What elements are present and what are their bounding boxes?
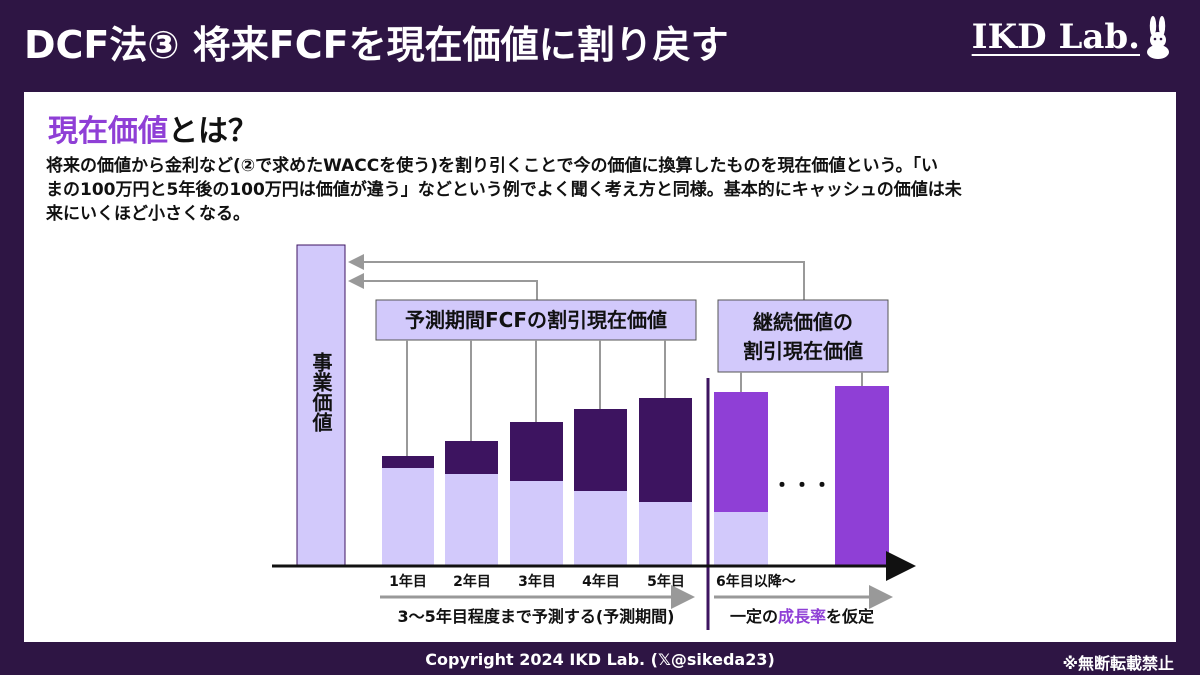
year-label-6: 6年目以降〜 [716, 573, 796, 590]
year-label-2: 2年目 [453, 573, 491, 590]
description-line: まの100万円と5年後の100万円は価値が違う」などという例でよく聞く考え方と同… [46, 180, 962, 200]
dcf-diagram: 事業価値 予測期間FCFの割引現在価値 継続価値の 割引現在価値 [272, 244, 916, 630]
terminal-bar-6 [714, 372, 768, 566]
footer-note: ※無断転載禁止 [1062, 654, 1174, 673]
description: 将来の価値から金利など(②で求めたWACCを使う)を割り引くことで今の価値に換算… [46, 154, 1156, 226]
forecast-arrow [348, 273, 538, 300]
forecast-caption: 3〜5年目程度まで予測する(予測期間) [398, 607, 675, 626]
rabbit-icon [1147, 16, 1169, 59]
description-line: 将来の価値から金利など(②で求めたWACCを使う)を割り引くことで今の価値に換算… [46, 156, 938, 176]
terminal-arrow [348, 254, 805, 300]
brand: IKD Lab. [972, 14, 1172, 60]
heading-highlight: 現在価値 [48, 114, 168, 149]
year-bar-3 [510, 340, 563, 566]
forecast-box [375, 299, 697, 341]
section-heading: 現在価値とは？ [48, 106, 258, 150]
business-value-label: 事業価値 [309, 351, 333, 432]
year-bar-4 [574, 340, 627, 566]
footer-copyright: Copyright 2024 IKD Lab. (𝕏@sikeda23) [425, 650, 775, 669]
year-bar-5 [639, 340, 692, 566]
year-bar-1 [382, 340, 434, 566]
ellipsis: ・・・ [772, 473, 832, 497]
heading-rest: とは？ [168, 114, 258, 149]
description-line: 来にいくほど小さくなる。 [46, 204, 250, 224]
year-label-1: 1年目 [389, 573, 427, 590]
terminal-caption-highlight: 成長率 [778, 607, 826, 626]
year-label-4: 4年目 [582, 573, 620, 590]
terminal-caption-pre: 一定の [730, 607, 778, 626]
terminal-box-line2: 割引現在価値 [743, 339, 863, 363]
year-label-5: 5年目 [647, 573, 685, 590]
terminal-bar-far [835, 372, 889, 566]
year-bar-2 [445, 340, 498, 566]
terminal-box [717, 299, 889, 373]
content-panel: 現在価値とは？ 将来の価値から金利など(②で求めたWACCを使う)を割り引くこと… [24, 92, 1176, 642]
terminal-caption-post: を仮定 [826, 607, 874, 626]
slide-title: DCF法③ 将来FCFを現在価値に割り戻す [24, 23, 729, 67]
brand-logo-text: IKD Lab. [971, 17, 1140, 57]
year-label-3: 3年目 [518, 573, 556, 590]
forecast-box-label: 予測期間FCFの割引現在価値 [405, 308, 667, 332]
terminal-box-line1: 継続価値の [753, 310, 853, 334]
terminal-caption: 一定の成長率を仮定 [730, 607, 874, 626]
